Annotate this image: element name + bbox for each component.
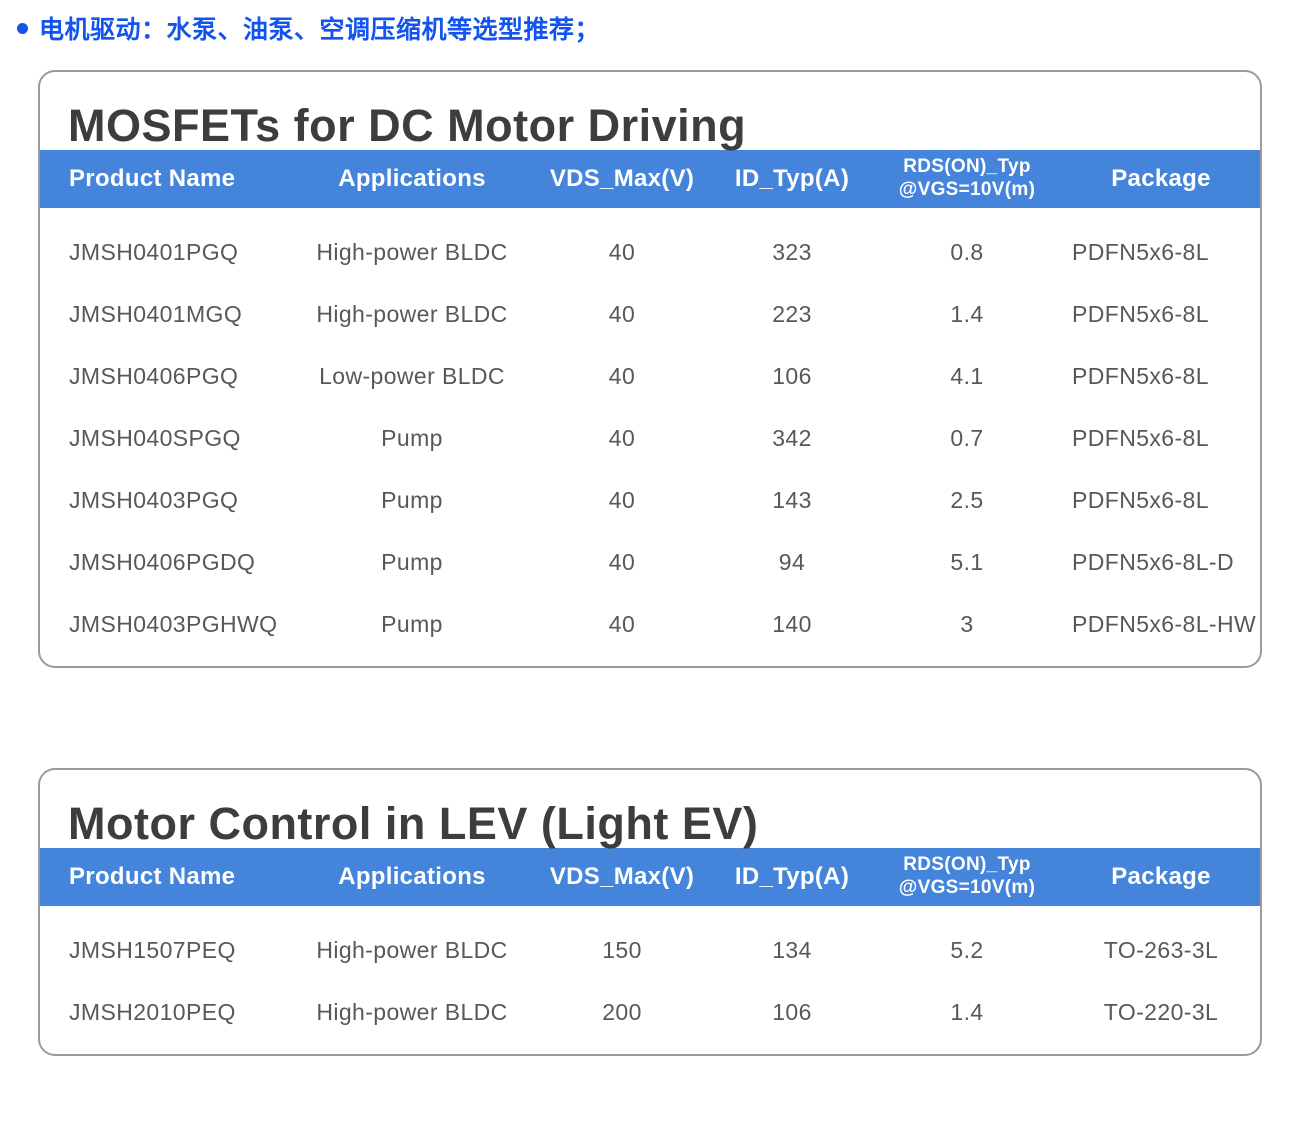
table1-body: JMSH0401PGQ High-power BLDC 40 323 0.8 P… [40, 208, 1260, 666]
cell-package: PDFN5x6-8L [1072, 486, 1209, 513]
table2-header-row: Product Name Applications VDS_Max(V) ID_… [40, 848, 1260, 906]
cell-package: PDFN5x6-8L [1072, 300, 1209, 327]
cell-product: JMSH0401PGQ [69, 238, 239, 265]
header-rds-line2: @VGS=10V(m) [898, 179, 1036, 200]
cell-vds: 40 [608, 362, 636, 389]
cell-vds: 40 [608, 486, 636, 513]
cell-product: JMSH1507PEQ [69, 936, 236, 963]
cell-vds: 40 [608, 548, 636, 575]
header-id-typ: ID_Typ(A) [734, 165, 850, 192]
cell-id: 342 [772, 424, 812, 451]
cell-rds: 0.7 [950, 424, 984, 451]
cell-rds: 4.1 [950, 362, 984, 389]
cell-rds: 5.1 [950, 548, 984, 575]
header-applications: Applications [338, 863, 486, 890]
cell-product: JMSH0401MGQ [69, 300, 243, 327]
bullet-icon [17, 22, 28, 34]
cell-product: JMSH0406PGQ [69, 362, 239, 389]
cell-id: 323 [772, 238, 812, 265]
cell-applications: High-power BLDC [316, 300, 508, 327]
cell-vds: 40 [608, 610, 636, 637]
header-applications: Applications [338, 165, 486, 192]
cell-vds: 40 [608, 424, 636, 451]
table-row: JMSH0403PGHWQ Pump 40 140 3 PDFN5x6-8L-H… [40, 593, 1260, 655]
cell-package: TO-220-3L [1103, 998, 1219, 1025]
table-row: JMSH2010PEQ High-power BLDC 200 106 1.4 … [40, 981, 1260, 1043]
cell-id: 223 [772, 300, 812, 327]
table-row: JMSH1507PEQ High-power BLDC 150 134 5.2 … [40, 919, 1260, 981]
header-rds-typ: RDS(ON)_Typ @VGS=10V(m) [872, 854, 1062, 900]
table-row: JMSH0401PGQ High-power BLDC 40 323 0.8 P… [40, 221, 1260, 283]
cell-rds: 2.5 [950, 486, 984, 513]
cell-package: PDFN5x6-8L [1072, 362, 1209, 389]
table2-body: JMSH1507PEQ High-power BLDC 150 134 5.2 … [40, 906, 1260, 1054]
cell-product: JMSH0406PGDQ [69, 548, 256, 575]
mosfet-dc-motor-card: MOSFETs for DC Motor Driving Product Nam… [38, 70, 1262, 668]
header-rds-typ: RDS(ON)_Typ @VGS=10V(m) [872, 156, 1062, 202]
table-row: JMSH0401MGQ High-power BLDC 40 223 1.4 P… [40, 283, 1260, 345]
cell-rds: 1.4 [950, 998, 984, 1025]
cell-product: JMSH040SPGQ [69, 424, 241, 451]
cell-applications: Pump [381, 548, 443, 575]
header-rds-line2: @VGS=10V(m) [898, 877, 1036, 898]
header-vds-max: VDS_Max(V) [549, 863, 695, 890]
cell-vds: 200 [602, 998, 642, 1025]
cell-rds: 1.4 [950, 300, 984, 327]
cell-rds: 3 [960, 610, 974, 637]
header-id-typ: ID_Typ(A) [734, 863, 850, 890]
cell-package: TO-263-3L [1103, 936, 1219, 963]
header-package: Package [1111, 863, 1211, 890]
cell-vds: 40 [608, 238, 636, 265]
cell-package: PDFN5x6-8L-D [1072, 548, 1235, 575]
header-rds-line1: RDS(ON)_Typ [903, 854, 1031, 876]
cell-product: JMSH2010PEQ [69, 998, 236, 1025]
cell-id: 94 [778, 548, 806, 575]
bullet-note: 电机驱动：水泵、油泵、空调压缩机等选型推荐； [0, 0, 1300, 46]
cell-id: 106 [772, 998, 812, 1025]
header-product-name: Product Name [69, 863, 236, 890]
cell-rds: 5.2 [950, 936, 984, 963]
header-product-name: Product Name [69, 165, 236, 192]
cell-package: PDFN5x6-8L [1072, 424, 1209, 451]
cell-applications: High-power BLDC [316, 936, 508, 963]
cell-product: JMSH0403PGHWQ [69, 610, 278, 637]
cell-applications: High-power BLDC [316, 998, 508, 1025]
cell-rds: 0.8 [950, 238, 984, 265]
cell-applications: Pump [381, 610, 443, 637]
header-package: Package [1111, 165, 1211, 192]
cell-applications: Pump [381, 424, 443, 451]
cell-applications: High-power BLDC [316, 238, 508, 265]
cell-vds: 150 [602, 936, 642, 963]
cell-vds: 40 [608, 300, 636, 327]
header-rds-line1: RDS(ON)_Typ [903, 156, 1031, 178]
cell-applications: Pump [381, 486, 443, 513]
bullet-note-text: 电机驱动：水泵、油泵、空调压缩机等选型推荐； [39, 16, 601, 44]
cell-id: 140 [772, 610, 812, 637]
cell-applications: Low-power BLDC [319, 362, 505, 389]
table-row: JMSH0406PGQ Low-power BLDC 40 106 4.1 PD… [40, 345, 1260, 407]
table-row: JMSH040SPGQ Pump 40 342 0.7 PDFN5x6-8L [40, 407, 1260, 469]
cell-id: 106 [772, 362, 812, 389]
cell-package: PDFN5x6-8L [1072, 238, 1209, 265]
cell-package: PDFN5x6-8L-HW [1072, 610, 1257, 637]
table-row: JMSH0406PGDQ Pump 40 94 5.1 PDFN5x6-8L-D [40, 531, 1260, 593]
lev-motor-control-card: Motor Control in LEV (Light EV) Product … [38, 768, 1262, 1056]
table2-title: Motor Control in LEV (Light EV) [68, 798, 759, 849]
table-row: JMSH0403PGQ Pump 40 143 2.5 PDFN5x6-8L [40, 469, 1260, 531]
table1-header-row: Product Name Applications VDS_Max(V) ID_… [40, 150, 1260, 208]
cell-id: 143 [772, 486, 812, 513]
cell-id: 134 [772, 936, 812, 963]
header-vds-max: VDS_Max(V) [549, 165, 695, 192]
table1-title: MOSFETs for DC Motor Driving [68, 100, 747, 151]
cell-product: JMSH0403PGQ [69, 486, 239, 513]
